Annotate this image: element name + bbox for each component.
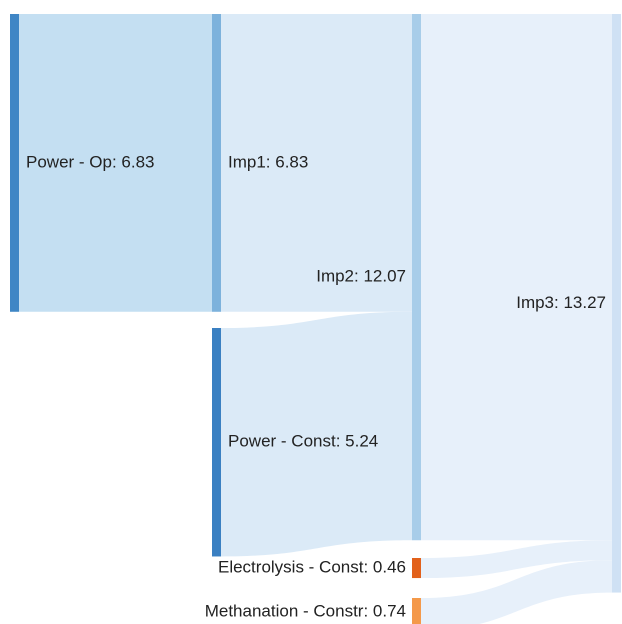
node-label: Imp1: 6.83 <box>228 152 308 171</box>
link <box>421 540 612 579</box>
node-label: Power - Op: 6.83 <box>26 152 155 171</box>
node-label: Imp3: 13.27 <box>516 293 606 312</box>
link <box>421 14 612 541</box>
node-label: Methanation - Constr: 0.74 <box>205 601 406 620</box>
link <box>19 14 212 312</box>
node <box>10 14 19 312</box>
node <box>412 14 421 541</box>
node-label: Power - Const: 5.24 <box>228 432 378 451</box>
node-label: Imp2: 12.07 <box>316 267 406 286</box>
node <box>212 14 221 312</box>
node <box>412 558 421 579</box>
node <box>612 14 621 593</box>
node <box>212 328 221 557</box>
node-label: Electrolysis - Const: 0.46 <box>218 558 406 577</box>
node <box>412 598 421 624</box>
link <box>421 560 612 624</box>
link <box>221 311 412 557</box>
link <box>221 14 412 312</box>
